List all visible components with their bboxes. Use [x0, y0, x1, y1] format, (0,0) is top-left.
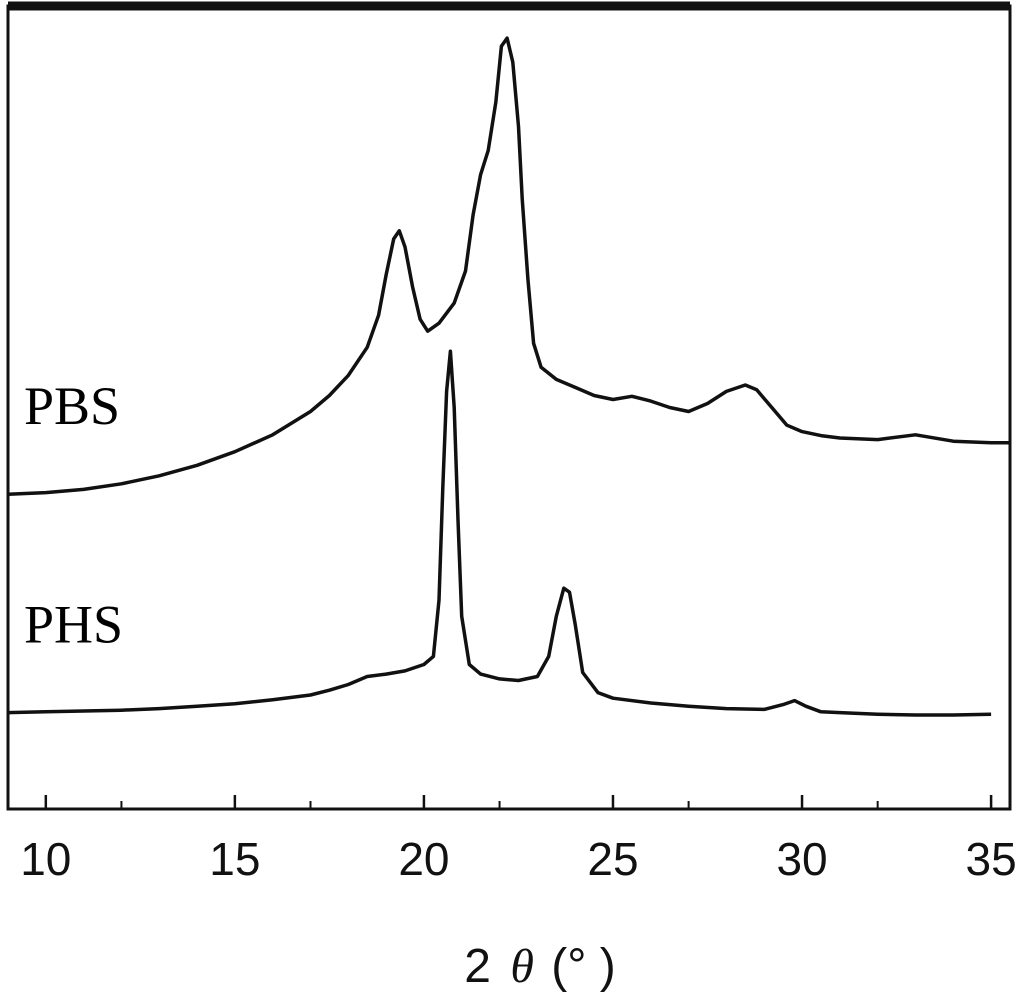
x-axis-title-symbol: θ: [510, 940, 534, 993]
series-line-pbs: [7, 36, 1010, 496]
x-axis-tick-labels: 10 15 20 25 30 35: [20, 833, 1016, 885]
series-labels: PBS PHS: [24, 376, 123, 654]
x-tick-label-35: 35: [966, 833, 1017, 885]
x-axis-title-unit: (° ): [551, 940, 616, 993]
x-axis-ticks: [44, 795, 993, 809]
x-tick-label-20: 20: [398, 833, 449, 885]
x-tick-label-25: 25: [587, 833, 638, 885]
x-axis-title: 2 θ (° ): [464, 940, 615, 993]
x-tick-label-10: 10: [20, 833, 71, 885]
series-label-phs: PHS: [24, 595, 123, 655]
chart-frame: [6, 4, 1012, 811]
x-tick-label-30: 30: [776, 833, 827, 885]
series-label-pbs: PBS: [24, 376, 120, 436]
x-tick-label-15: 15: [209, 833, 260, 885]
series-line-phs: [7, 349, 992, 717]
x-axis-title-prefix: 2: [464, 940, 491, 993]
series-lines: [7, 36, 1010, 717]
